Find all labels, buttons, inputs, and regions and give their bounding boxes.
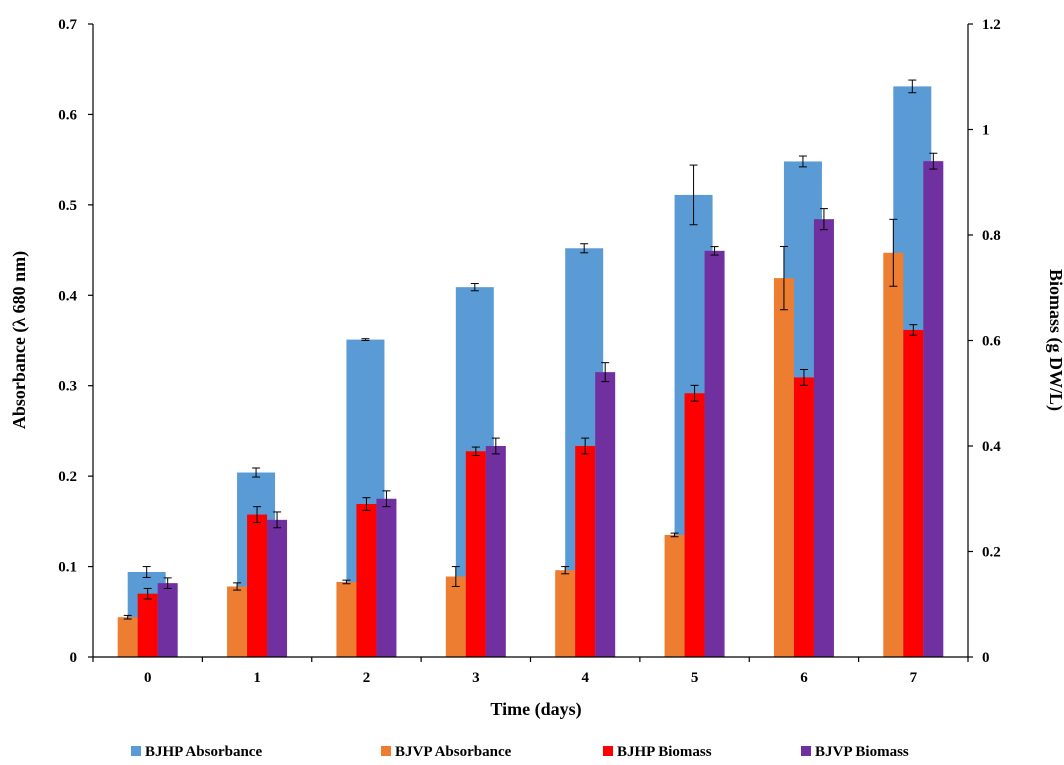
error-bar-bjvp-biomass-day-1	[273, 511, 282, 529]
error-bar-bjvp-absorbance-day-6	[779, 245, 788, 311]
legend-swatch	[603, 746, 613, 756]
error-bar-bjhp-absorbance-day-7	[908, 79, 917, 94]
bar-bjhp-biomass-day-5	[684, 393, 705, 657]
y-right-tick-label: 1.2	[982, 17, 1001, 33]
error-bar-bjvp-absorbance-day-7	[889, 218, 898, 287]
y-left-tick-label: 0.5	[58, 198, 77, 214]
legend-item-bjhp-biomass: BJHP Biomass	[603, 744, 712, 760]
error-bar-bjvp-biomass-day-0	[163, 577, 172, 589]
legend-swatch	[381, 746, 391, 756]
y-left-tick-label: 0.4	[58, 288, 77, 304]
legend-swatch	[801, 746, 811, 756]
bar-bjhp-biomass-day-1	[247, 514, 268, 657]
y-left-tick-label: 0.7	[58, 17, 77, 33]
bar-bjhp-biomass-day-7	[903, 329, 924, 657]
error-bar-bjhp-absorbance-day-5	[689, 164, 698, 226]
error-bar-bjvp-absorbance-day-3	[451, 566, 460, 587]
error-bar-bjvp-biomass-day-4	[601, 362, 610, 383]
error-bar-bjhp-biomass-day-3	[471, 446, 480, 456]
y-axis-left-title: Absorbance (λ 680 nm)	[9, 251, 30, 429]
y-right-tick-label: 1	[982, 123, 990, 139]
y-left-tick-label: 0.3	[58, 379, 77, 395]
axes-layer: 0 1 2 3 4 5 6 7 0 0.1 0.2 0.3 0.4 0.5 0.6 0.7 0 0.2 0.4 0.6…	[58, 17, 1001, 686]
x-tick-label: 0	[144, 670, 152, 686]
bars-layer	[117, 86, 944, 658]
bar-bjvp-biomass-day-4	[595, 372, 616, 657]
x-tick-label: 3	[472, 670, 480, 686]
bar-bjvp-biomass-day-0	[157, 583, 178, 657]
y-left-tick-label: 0.2	[58, 469, 77, 485]
y-left-tick-label: 0.6	[58, 107, 77, 123]
error-bar-bjvp-biomass-day-2	[382, 490, 391, 508]
error-bar-bjvp-absorbance-day-1	[233, 582, 242, 591]
legend-item-bjhp-absorbance: BJHP Absorbance	[131, 744, 262, 760]
error-bar-bjhp-absorbance-day-3	[470, 283, 479, 292]
error-bar-bjvp-absorbance-day-2	[342, 579, 351, 585]
bar-bjvp-absorbance-day-4	[555, 570, 576, 657]
error-bar-bjvp-biomass-day-5	[710, 246, 719, 256]
x-tick-label: 4	[581, 670, 589, 686]
y-right-tick-label: 0	[982, 650, 990, 666]
bar-bjvp-biomass-day-5	[704, 250, 725, 657]
error-bar-bjvp-absorbance-day-5	[670, 532, 679, 538]
bar-bjvp-biomass-day-2	[376, 498, 397, 657]
legend: BJHP Absorbance BJVP Absorbance BJHP Bioma…	[131, 744, 909, 760]
y-left-tick-label: 0.1	[58, 560, 77, 576]
error-bar-bjvp-absorbance-day-0	[123, 614, 132, 620]
error-bar-bjvp-biomass-day-6	[819, 208, 828, 231]
bar-bjhp-biomass-day-6	[793, 377, 814, 657]
error-bar-bjhp-biomass-day-2	[362, 497, 371, 511]
bar-bjvp-absorbance-day-2	[336, 581, 357, 657]
x-tick-label: 5	[691, 670, 699, 686]
bar-bjhp-biomass-day-4	[575, 446, 596, 657]
error-bar-bjhp-biomass-day-4	[581, 437, 590, 455]
error-bar-bjhp-biomass-day-1	[253, 506, 262, 523]
x-tick-label: 2	[363, 670, 371, 686]
error-bars-layer	[123, 79, 938, 620]
error-bar-bjhp-absorbance-day-4	[580, 243, 589, 254]
error-bar-bjhp-absorbance-day-0	[142, 566, 151, 578]
y-right-tick-label: 0.4	[982, 439, 1001, 455]
bar-bjvp-absorbance-day-5	[664, 534, 685, 657]
bar-bjhp-biomass-day-0	[137, 593, 158, 657]
legend-label: BJHP Absorbance	[145, 744, 262, 760]
error-bar-bjhp-biomass-day-0	[143, 587, 152, 600]
error-bar-bjhp-absorbance-day-6	[798, 155, 807, 168]
error-bar-bjhp-absorbance-day-1	[252, 467, 261, 478]
legend-swatch	[131, 746, 141, 756]
bar-bjvp-biomass-day-7	[923, 161, 944, 657]
error-bar-bjvp-biomass-day-3	[491, 437, 500, 455]
legend-label: BJHP Biomass	[617, 744, 712, 760]
x-axis-title: Time (days)	[490, 699, 581, 720]
legend-item-bjvp-absorbance: BJVP Absorbance	[381, 744, 512, 760]
error-bar-bjhp-biomass-day-7	[909, 324, 918, 336]
error-bar-bjhp-biomass-day-5	[690, 384, 699, 402]
error-bar-bjvp-biomass-day-7	[929, 152, 938, 170]
bar-bjhp-biomass-day-2	[356, 504, 377, 657]
x-tick-label: 1	[253, 670, 261, 686]
y-right-tick-label: 0.2	[982, 545, 1001, 561]
y-right-tick-label: 0.6	[982, 334, 1001, 350]
y-right-tick-label: 0.8	[982, 228, 1001, 244]
bar-bjvp-absorbance-day-3	[445, 576, 466, 657]
bar-bjvp-absorbance-day-1	[227, 586, 248, 657]
legend-label: BJVP Biomass	[815, 744, 909, 760]
bar-bjvp-biomass-day-3	[485, 446, 506, 657]
bar-bjhp-biomass-day-3	[465, 451, 486, 657]
y-left-tick-label: 0	[70, 650, 78, 666]
x-tick-label: 7	[910, 670, 918, 686]
bar-bjvp-biomass-day-1	[267, 519, 288, 657]
error-bar-bjvp-absorbance-day-4	[561, 566, 570, 575]
bar-bjvp-absorbance-day-6	[773, 278, 794, 657]
error-bar-bjhp-biomass-day-6	[799, 369, 808, 386]
x-tick-label: 6	[800, 670, 808, 686]
bar-bjvp-absorbance-day-7	[883, 252, 904, 657]
legend-label: BJVP Absorbance	[395, 744, 512, 760]
legend-item-bjvp-biomass: BJVP Biomass	[801, 744, 909, 760]
bar-bjvp-absorbance-day-0	[117, 617, 138, 657]
bar-bjvp-biomass-day-6	[813, 219, 834, 658]
error-bar-bjhp-absorbance-day-2	[361, 338, 370, 341]
y-axis-right-title: Biomass (g DW/L)	[1045, 269, 1064, 411]
